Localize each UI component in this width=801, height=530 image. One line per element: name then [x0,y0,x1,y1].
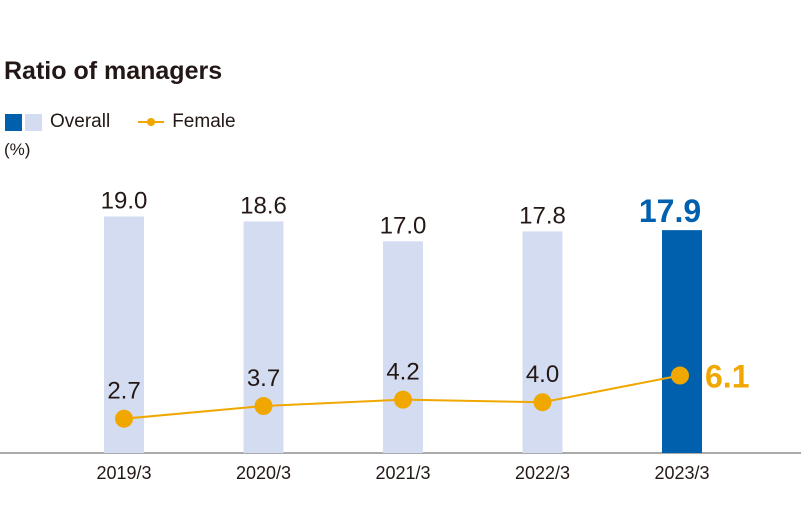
x-tick-label-2020/3: 2020/3 [236,463,291,483]
bar-overall-2023/3 [662,230,702,453]
point-label-female-2021/3: 4.2 [386,359,419,386]
bar-label-overall-2019/3: 19.0 [101,187,148,214]
x-tick-label-2019/3: 2019/3 [96,463,151,483]
x-tick-label-2022/3: 2022/3 [515,463,570,483]
point-female-2023/3 [671,366,689,385]
bar-overall-2022/3 [522,231,563,453]
bar-label-overall-2020/3: 18.6 [240,192,287,219]
point-female-2019/3 [115,409,133,428]
unit-label: (%) [4,140,31,159]
x-tick-label-2023/3: 2023/3 [654,463,709,483]
legend: Overall Female [5,111,236,133]
legend-swatch-overall [25,113,42,131]
legend-swatch-overall-highlight [5,113,22,131]
bar-overall-2020/3 [243,221,284,453]
legend-swatch-female [138,118,165,126]
chart-title: Ratio of managers [4,57,223,85]
point-label-female-2020/3: 3.7 [247,365,280,392]
bar-label-overall-2023/3: 17.9 [639,193,701,229]
bar-overall-2021/3 [383,241,423,453]
point-label-female-2023/3: 6.1 [705,359,749,395]
point-label-female-2019/3: 2.7 [107,378,140,405]
point-female-2021/3 [394,390,412,409]
x-tick-label-2021/3: 2021/3 [375,463,430,483]
point-female-2022/3 [533,393,552,412]
point-label-female-2022/3: 4.0 [526,361,559,388]
bar-label-overall-2022/3: 17.8 [519,202,566,229]
legend-label-female: Female [172,111,236,132]
legend-label-overall: Overall [50,111,111,132]
bar-label-overall-2021/3: 17.0 [380,212,427,239]
point-female-2020/3 [254,397,273,416]
